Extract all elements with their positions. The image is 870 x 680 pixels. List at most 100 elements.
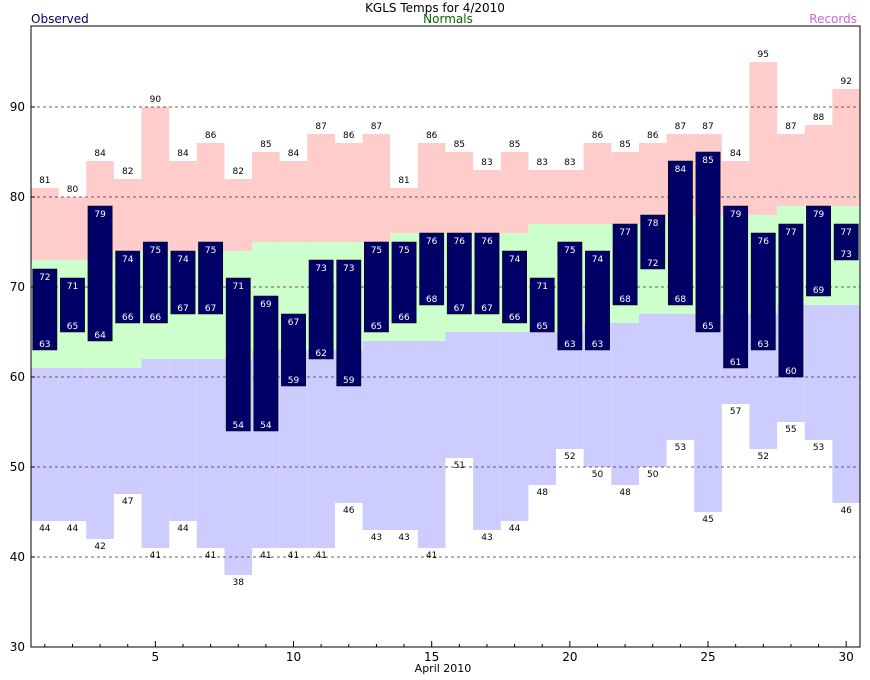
value-label-layer: 72 63 71 65 79 64 74 66 75 66 74 67 75 67 71 54 69 54 67 59… [39,50,852,588]
record-low-label: 43 [398,533,409,543]
record-low-label: 43 [481,533,492,543]
record-high-label: 84 [177,149,189,159]
grid-layer [31,106,860,558]
observed-bar [391,241,417,324]
observed-bar-layer [32,151,859,432]
observed-low-label: 60 [785,367,797,377]
observed-bar [446,232,472,315]
record-low-label: 51 [454,461,465,471]
observed-high-label: 74 [177,255,189,265]
x-tick-label: 15 [424,650,439,664]
observed-low-label: 68 [426,295,438,305]
record-low-band [86,368,114,539]
observed-bar [750,232,776,351]
legend-normals: Normals [423,12,473,26]
observed-high-label: 85 [702,156,713,166]
record-low-label: 53 [675,443,686,453]
record-low-band [169,359,197,521]
observed-high-label: 79 [94,210,106,220]
observed-bar [640,214,666,270]
observed-low-label: 63 [564,340,575,350]
observed-low-label: 72 [647,259,658,269]
record-low-label: 48 [619,488,631,498]
observed-low-label: 66 [398,313,410,323]
observed-high-label: 71 [67,282,78,292]
record-high-band [500,152,529,233]
observed-bar [336,259,362,387]
observed-low-label: 54 [233,421,245,431]
record-low-label: 41 [260,551,271,561]
observed-low-label: 63 [592,340,603,350]
record-low-label: 41 [315,551,326,561]
record-low-label: 44 [39,524,51,534]
record-low-band [528,332,557,485]
record-low-band [638,314,667,467]
observed-low-label: 68 [675,295,687,305]
observed-bar [281,313,306,387]
observed-low-label: 67 [177,304,188,314]
record-high-band [417,143,446,233]
y-tick-label: 70 [10,280,25,294]
record-high-label: 87 [371,122,382,132]
record-low-band [445,332,474,458]
record-high-band [31,188,59,260]
x-tick-label: 10 [286,650,301,664]
observed-high-label: 75 [150,246,161,256]
record-low-label: 41 [426,551,437,561]
record-low-label: 47 [122,497,133,507]
observed-high-label: 72 [39,273,50,283]
record-high-band [141,107,170,251]
observed-high-label: 76 [426,237,438,247]
record-high-band [445,152,474,233]
plot-frame [30,25,861,648]
record-high-band [749,62,778,215]
record-low-label: 50 [592,470,604,480]
observed-bar [585,250,610,351]
observed-high-label: 78 [647,219,659,229]
y-tick-label: 90 [10,100,25,114]
record-high-label: 84 [94,149,106,159]
record-low-label: 38 [233,578,245,588]
record-high-band [169,161,197,251]
observed-low-label: 64 [94,331,106,341]
observed-high-label: 76 [758,237,770,247]
observed-bar [833,223,859,261]
record-high-label: 95 [758,50,769,60]
record-high-label: 82 [122,167,133,177]
record-low-label: 45 [702,515,713,525]
record-high-band [390,188,418,233]
record-low-label: 46 [343,506,355,516]
observed-bar [225,277,251,432]
observed-low-label: 62 [315,349,326,359]
record-high-band [473,170,501,233]
observed-high-label: 74 [509,255,521,265]
record-high-label: 85 [619,140,630,150]
record-low-band [500,332,529,521]
record-low-label: 44 [509,524,521,534]
record-high-label: 83 [536,158,547,168]
record-low-band [556,332,584,449]
record-high-band [113,179,142,251]
record-high-label: 86 [426,131,438,141]
record-low-band [417,341,446,548]
record-high-label: 86 [343,131,355,141]
record-low-band [362,341,391,530]
record-high-band [334,143,363,242]
legend-records: Records [809,12,857,26]
observed-high-label: 71 [536,282,547,292]
record-low-label: 46 [840,506,852,516]
observed-high-label: 74 [592,255,604,265]
observed-low-label: 65 [702,322,713,332]
observed-bar [778,223,804,378]
chart-title: KGLS Temps for 4/2010 [365,1,505,15]
observed-high-label: 76 [481,237,493,247]
observed-bar [308,259,334,360]
observed-low-label: 63 [758,340,769,350]
observed-high-label: 73 [315,264,326,274]
record-low-label: 53 [813,443,824,453]
observed-bar [667,160,693,306]
observed-high-label: 73 [343,264,354,274]
record-high-label: 85 [509,140,520,150]
